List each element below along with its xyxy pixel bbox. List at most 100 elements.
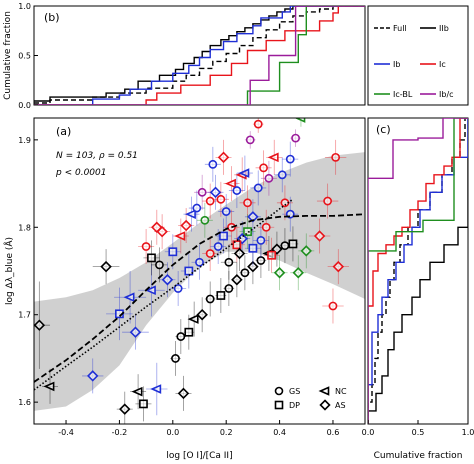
panel-a-y-axis-label: log Δλ_blue (Å) <box>3 237 15 305</box>
data-point <box>191 244 208 280</box>
data-point <box>138 229 155 265</box>
legend-items: Full IIb Ib Ic Ic-BL Ib/c <box>374 24 454 99</box>
dotted-fit-line <box>34 198 294 391</box>
point-marker <box>224 284 234 293</box>
data-point <box>164 234 181 270</box>
marker-legend-item: DP <box>274 400 300 410</box>
point-marker <box>184 327 194 337</box>
marker-legend-item: NC <box>318 386 347 396</box>
fit-lines <box>34 198 365 391</box>
data-point <box>114 271 147 324</box>
y-tick-label: 1.6 <box>18 398 31 407</box>
point-marker <box>253 183 263 193</box>
point-marker <box>267 250 276 260</box>
panel-a-label: (a) <box>56 125 71 138</box>
legend-label: IIb <box>439 24 449 33</box>
cdf-curve-ib-c <box>34 6 365 105</box>
point-marker <box>192 203 202 213</box>
cdf-curve-ib-c <box>368 118 468 424</box>
data-point <box>159 262 176 298</box>
y-tick-label: 1.9 <box>18 136 31 145</box>
point-marker <box>131 386 143 397</box>
data-point <box>183 196 200 232</box>
point-marker <box>248 243 258 253</box>
cdf-curve-ib <box>368 118 468 424</box>
point-marker <box>277 170 287 180</box>
point-marker <box>256 235 266 245</box>
data-point <box>215 218 232 254</box>
data-point <box>255 243 267 278</box>
point-marker <box>291 133 300 143</box>
cdf-curve-ic <box>368 118 468 424</box>
point-marker <box>34 319 46 331</box>
data-point <box>279 228 291 264</box>
data-point <box>231 262 243 298</box>
data-point <box>188 190 205 226</box>
point-marker <box>129 326 142 338</box>
data-point <box>290 255 307 291</box>
cdf-curve-iib <box>368 118 468 424</box>
panel-b-frame <box>33 5 366 106</box>
legend-label: Full <box>393 24 407 33</box>
point-marker <box>205 249 215 258</box>
data-point <box>204 146 221 182</box>
data-point <box>228 173 245 209</box>
data-point <box>239 185 256 221</box>
panel-a: -0.4 -0.2 0.0 0.2 0.4 0.6 1.6 1.7 1.8 1.9 (a) N =… <box>3 117 366 461</box>
data-point <box>175 319 187 355</box>
point-marker <box>245 135 255 145</box>
data-point <box>170 340 181 376</box>
point-marker <box>205 196 215 206</box>
data-point <box>322 288 344 324</box>
data-point <box>212 181 229 217</box>
point-marker <box>209 186 222 199</box>
data-point <box>231 236 248 271</box>
point-marker <box>323 196 333 206</box>
confidence-band <box>34 152 365 411</box>
scatter-points <box>34 118 349 424</box>
data-point <box>276 185 293 221</box>
point-marker <box>294 118 306 123</box>
point-marker <box>267 152 279 163</box>
panel-b-label: (b) <box>44 11 60 24</box>
panel-b-curves <box>34 6 365 105</box>
panel-a-y-axis-label-group: log Δλ_blue (Å) <box>3 237 15 305</box>
panel-c-x-ticks: 0.0 0.5 1.0 <box>362 420 474 437</box>
confidence-band-area <box>34 152 365 411</box>
marker-legend-symbol <box>318 386 330 396</box>
point-marker <box>280 241 290 251</box>
y-tick-label: 0.0 <box>18 101 31 110</box>
point-marker <box>184 266 194 276</box>
data-point <box>210 229 227 265</box>
point-marker <box>187 314 199 324</box>
data-point <box>202 183 219 219</box>
point-marker <box>253 119 263 129</box>
data-point <box>143 240 160 276</box>
point-marker <box>196 308 208 321</box>
data-point <box>298 233 315 269</box>
cdf-curve-ic <box>34 6 365 105</box>
panel-b-y-ticks: 0.0 0.5 1.0 <box>18 2 38 110</box>
point-marker <box>147 253 156 263</box>
data-point <box>215 139 232 175</box>
data-point <box>236 155 253 191</box>
data-point <box>250 170 267 206</box>
data-point <box>218 194 235 230</box>
marker-legend-label: AS <box>335 401 346 410</box>
marker-legend-symbol <box>274 400 284 410</box>
data-point <box>196 202 213 238</box>
point-marker <box>151 221 163 234</box>
panel-b-y-axis-label: Cumulative fraction <box>3 11 13 100</box>
legend-item-ic: Ic <box>420 60 446 69</box>
point-marker <box>285 154 295 164</box>
legend-item-ib: Ib <box>374 60 400 69</box>
data-point <box>252 222 269 258</box>
data-point <box>34 281 51 369</box>
data-point <box>260 160 277 196</box>
point-marker <box>216 194 226 204</box>
data-point <box>223 271 235 306</box>
marker-legend: GS NC DP AS <box>274 386 347 411</box>
cdf-curve-ic-bl <box>34 6 365 105</box>
point-marker <box>219 231 228 241</box>
legend-item-ic-bl: Ic-BL <box>374 90 413 99</box>
